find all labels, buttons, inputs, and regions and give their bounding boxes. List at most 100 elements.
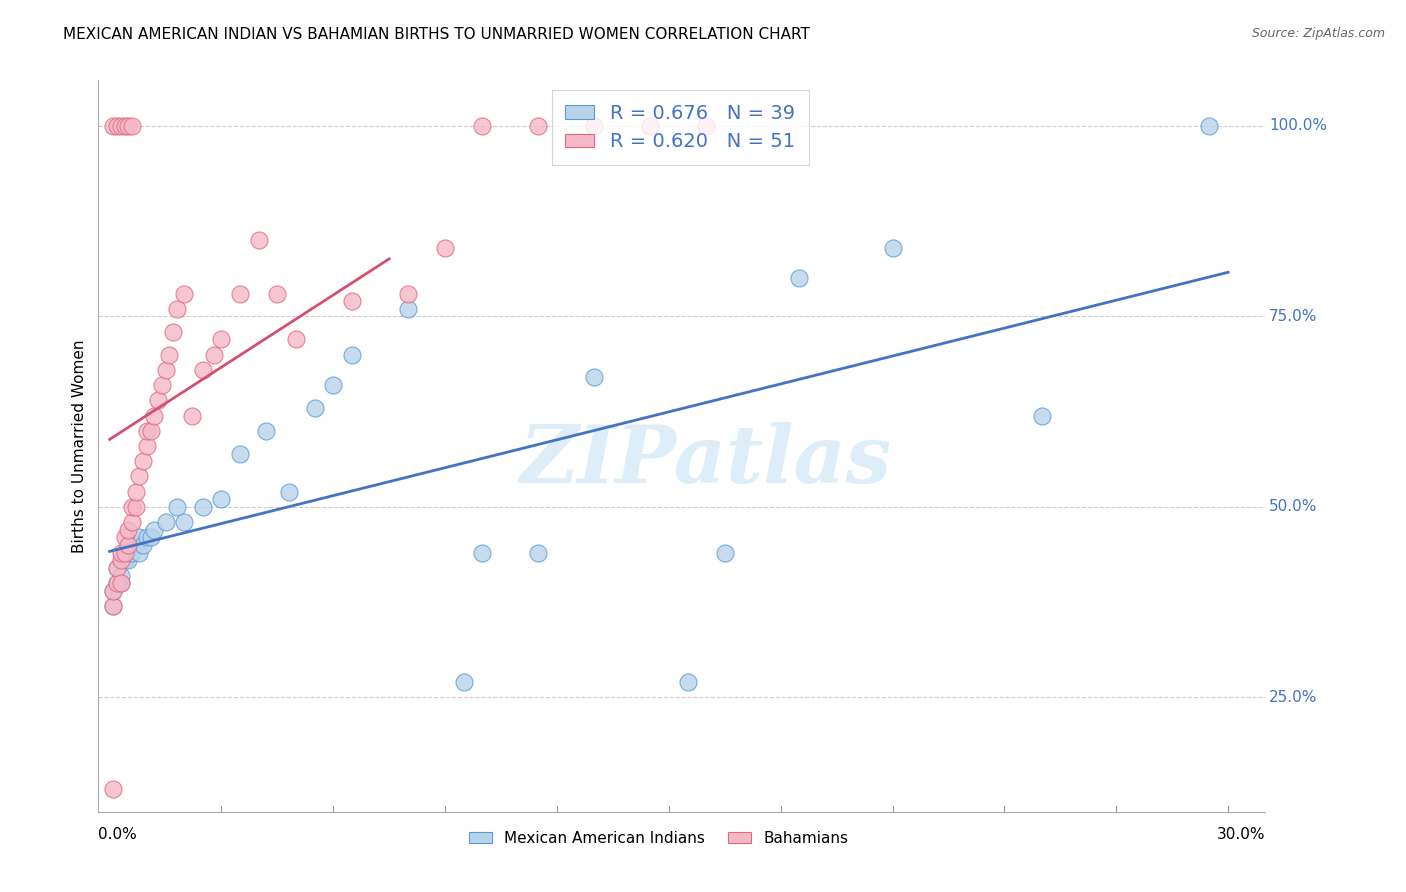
Point	[695, 119, 717, 133]
Point	[322, 378, 344, 392]
Point	[132, 538, 155, 552]
Point	[453, 675, 475, 690]
Point	[191, 363, 214, 377]
Point	[103, 599, 125, 613]
Point	[117, 553, 139, 567]
Point	[676, 675, 699, 690]
Text: 100.0%: 100.0%	[1270, 119, 1327, 134]
Point	[1031, 409, 1053, 423]
Point	[202, 348, 225, 362]
Point	[527, 546, 550, 560]
Point	[103, 583, 125, 598]
Point	[247, 233, 270, 247]
Text: 30.0%: 30.0%	[1218, 827, 1265, 842]
Point	[254, 424, 277, 438]
Point	[583, 119, 606, 133]
Point	[121, 515, 143, 529]
Point	[117, 119, 139, 133]
Point	[789, 271, 811, 285]
Point	[155, 363, 177, 377]
Point	[882, 241, 904, 255]
Point	[173, 515, 195, 529]
Point	[173, 286, 195, 301]
Point	[162, 325, 184, 339]
Point	[114, 530, 136, 544]
Point	[103, 119, 125, 133]
Point	[638, 119, 661, 133]
Point	[304, 401, 326, 415]
Point	[396, 286, 419, 301]
Point	[150, 378, 173, 392]
Point	[146, 393, 169, 408]
Point	[105, 119, 128, 133]
Point	[396, 301, 419, 316]
Point	[103, 583, 125, 598]
Text: 75.0%: 75.0%	[1270, 309, 1317, 324]
Point	[105, 576, 128, 591]
Point	[125, 484, 148, 499]
Point	[125, 538, 148, 552]
Point	[135, 424, 157, 438]
Point	[103, 781, 125, 796]
Point	[143, 409, 166, 423]
Point	[110, 553, 132, 567]
Point	[434, 241, 457, 255]
Text: 50.0%: 50.0%	[1270, 500, 1317, 515]
Point	[110, 546, 132, 560]
Point	[110, 576, 132, 591]
Point	[135, 530, 157, 544]
Point	[132, 454, 155, 468]
Point	[128, 469, 150, 483]
Point	[128, 530, 150, 544]
Point	[340, 348, 363, 362]
Point	[211, 492, 233, 507]
Text: Source: ZipAtlas.com: Source: ZipAtlas.com	[1251, 27, 1385, 40]
Point	[103, 599, 125, 613]
Text: ZIPatlas: ZIPatlas	[519, 422, 891, 500]
Point	[117, 523, 139, 537]
Point	[211, 332, 233, 346]
Point	[143, 523, 166, 537]
Text: 25.0%: 25.0%	[1270, 690, 1317, 705]
Point	[105, 561, 128, 575]
Point	[157, 348, 180, 362]
Point	[277, 484, 299, 499]
Point	[121, 500, 143, 514]
Y-axis label: Births to Unmarried Women: Births to Unmarried Women	[72, 339, 87, 553]
Point	[229, 286, 252, 301]
Point	[713, 546, 735, 560]
Point	[155, 515, 177, 529]
Point	[340, 294, 363, 309]
Point	[166, 500, 188, 514]
Point	[166, 301, 188, 316]
Point	[139, 424, 162, 438]
Point	[117, 546, 139, 560]
Point	[191, 500, 214, 514]
Point	[105, 576, 128, 591]
Point	[114, 546, 136, 560]
Point	[285, 332, 308, 346]
Point	[117, 538, 139, 552]
Point	[105, 561, 128, 575]
Text: 0.0%: 0.0%	[98, 827, 138, 842]
Point	[583, 370, 606, 384]
Point	[128, 546, 150, 560]
Point	[121, 546, 143, 560]
Point	[110, 576, 132, 591]
Text: MEXICAN AMERICAN INDIAN VS BAHAMIAN BIRTHS TO UNMARRIED WOMEN CORRELATION CHART: MEXICAN AMERICAN INDIAN VS BAHAMIAN BIRT…	[63, 27, 810, 42]
Point	[114, 553, 136, 567]
Point	[125, 500, 148, 514]
Point	[527, 119, 550, 133]
Point	[229, 447, 252, 461]
Point	[110, 119, 132, 133]
Point	[139, 530, 162, 544]
Point	[266, 286, 288, 301]
Point	[135, 439, 157, 453]
Point	[110, 568, 132, 582]
Point	[121, 119, 143, 133]
Point	[180, 409, 202, 423]
Point	[471, 546, 494, 560]
Point	[114, 119, 136, 133]
Point	[471, 119, 494, 133]
Legend: Mexican American Indians, Bahamians: Mexican American Indians, Bahamians	[463, 824, 855, 852]
